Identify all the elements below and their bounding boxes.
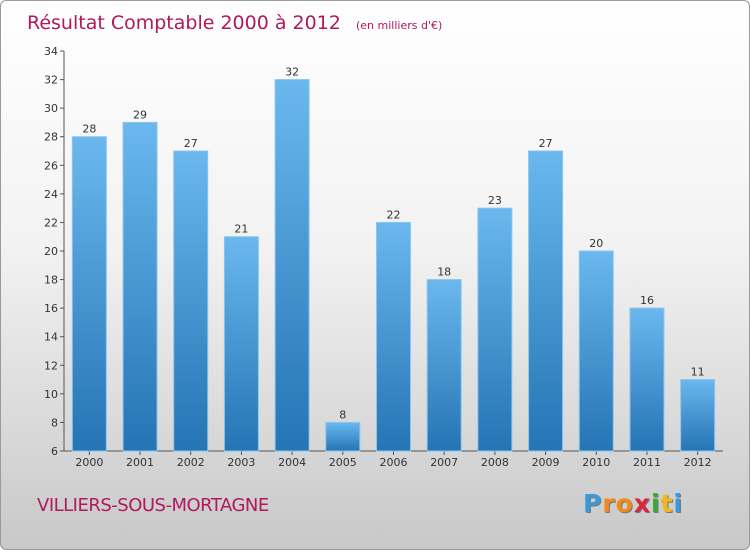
y-tick-label: 30	[44, 102, 58, 115]
chart-title: Résultat Comptable 2000 à 2012 (en milli…	[27, 12, 442, 34]
y-tick-label: 16	[44, 302, 58, 315]
y-tick-label: 6	[51, 445, 58, 458]
x-tick-label-2009: 2009	[532, 456, 560, 469]
y-tick-label: 24	[44, 188, 58, 201]
y-tick-label: 14	[44, 331, 58, 344]
x-tick-label-2004: 2004	[278, 456, 306, 469]
data-label-2002: 27	[184, 137, 198, 150]
bar-2000	[71, 136, 107, 452]
bar-2004	[274, 79, 310, 452]
data-label-2005: 8	[339, 408, 346, 421]
y-tick-label: 18	[44, 274, 58, 287]
data-label-2000: 28	[82, 123, 96, 136]
y-tick-label: 10	[44, 388, 58, 401]
logo-letter: t	[660, 489, 674, 518]
data-label-2009: 27	[539, 137, 553, 150]
bar-2007	[426, 279, 462, 452]
data-label-2001: 29	[133, 108, 147, 121]
bar-2008	[477, 207, 513, 452]
x-tick-label-2005: 2005	[329, 456, 357, 469]
bars	[71, 79, 716, 452]
x-tick-label-2000: 2000	[75, 456, 103, 469]
y-axis: 6 8 10 12 14 16 18 20 22 24 26 28 30 32 34	[44, 45, 65, 458]
y-tick-label: 20	[44, 245, 58, 258]
logo-letter: o	[615, 489, 634, 518]
data-label-2010: 20	[589, 237, 603, 250]
x-tick-label-2006: 2006	[380, 456, 408, 469]
bar-2012	[680, 379, 716, 452]
chart-title-unit: (en milliers d'€)	[356, 19, 442, 32]
bar-2009	[528, 150, 564, 452]
logo-letter: P	[583, 489, 603, 518]
x-tick-label-2012: 2012	[684, 456, 712, 469]
bar-2005	[325, 421, 361, 452]
bar-2011	[629, 307, 665, 452]
x-tick-label-2001: 2001	[126, 456, 154, 469]
x-tick-label-2008: 2008	[481, 456, 509, 469]
data-label-2012: 11	[691, 366, 705, 379]
x-tick-label-2002: 2002	[177, 456, 205, 469]
bar-2010	[578, 250, 614, 452]
y-tick-label: 12	[44, 359, 58, 372]
commune-name: VILLIERS-SOUS-MORTAGNE	[37, 495, 269, 516]
data-label-2003: 21	[234, 223, 248, 236]
chart-title-main: Résultat Comptable 2000 à 2012	[27, 12, 341, 34]
x-tick-label-2003: 2003	[227, 456, 255, 469]
y-tick-label: 26	[44, 159, 58, 172]
logo-letter: i	[673, 489, 684, 518]
data-label-2004: 32	[285, 66, 299, 79]
logo-letter: i	[651, 489, 661, 518]
data-label-2008: 23	[488, 194, 502, 207]
data-labels: 28 29 27 21 32 8 22 18 23 27 20 16 11	[82, 66, 704, 422]
logo-letter: r	[602, 489, 616, 518]
y-tick-label: 34	[44, 45, 58, 58]
y-tick-label: 22	[44, 216, 58, 229]
x-tick-label-2007: 2007	[430, 456, 458, 469]
data-label-2007: 18	[437, 266, 451, 279]
bar-2001	[122, 121, 158, 452]
data-label-2006: 22	[387, 208, 401, 221]
x-axis: 2000 2001 2002 2003 2004 2005 2006 2007 2008 2009…	[64, 450, 723, 469]
y-tick-label: 8	[51, 416, 58, 429]
proxiti-logo: Proxiti	[583, 489, 683, 518]
data-label-2011: 16	[640, 294, 654, 307]
bar-2006	[376, 221, 411, 452]
y-tick-label: 32	[44, 74, 58, 87]
x-tick-label-2011: 2011	[633, 456, 661, 469]
x-tick-label-2010: 2010	[582, 456, 610, 469]
bar-2003	[223, 236, 259, 452]
logo-letter: x	[633, 489, 651, 518]
bar-2002	[173, 150, 209, 452]
y-tick-label: 28	[44, 131, 58, 144]
